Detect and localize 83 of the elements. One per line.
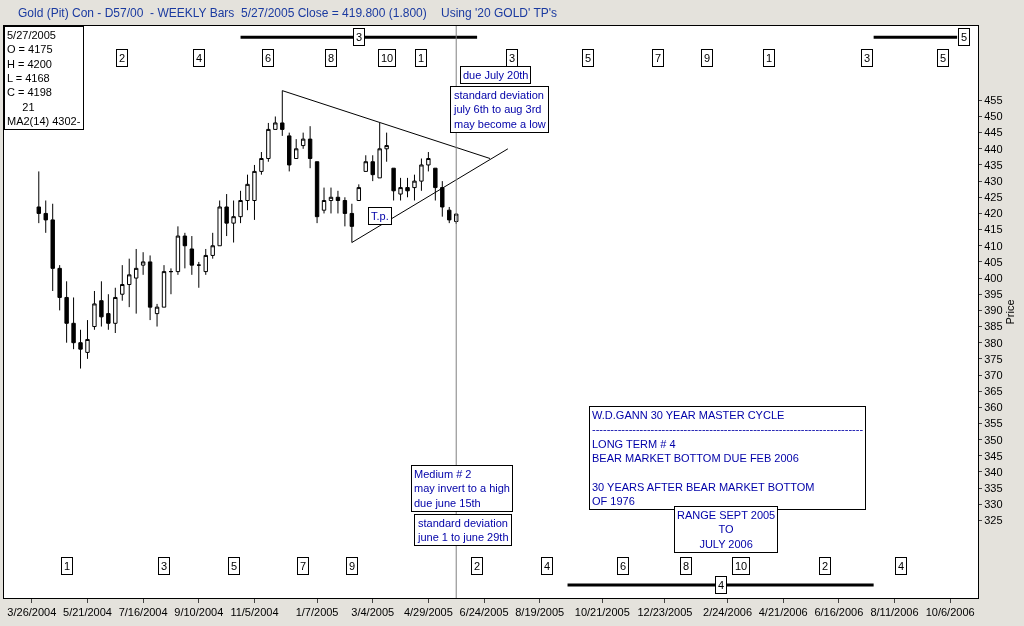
annotation: 4 — [196, 52, 203, 64]
annotation: 3 — [864, 52, 871, 64]
annotation: 7 — [655, 52, 662, 64]
x-tick-label: 11/5/2004 — [230, 606, 279, 619]
y-tick-label: 365 — [984, 385, 1003, 398]
annotation: RANGE SEPT 2005 TO JULY 2006 — [677, 509, 776, 550]
x-tick-label: 3/26/2004 — [7, 606, 57, 619]
y-axis-title: Price — [1003, 299, 1016, 325]
annotation: 5 — [940, 52, 947, 64]
annotation: standard deviation july 6th to aug 3rd may become a low — [453, 89, 546, 130]
y-tick-label: 415 — [984, 223, 1003, 236]
annotation: T.p. — [371, 210, 389, 222]
annotation: 1 — [766, 52, 773, 64]
annotation: 8 — [328, 52, 335, 64]
y-tick-label: 340 — [984, 465, 1003, 478]
annotation: 9 — [704, 52, 711, 64]
y-tick-label: 395 — [984, 288, 1003, 301]
y-tick-label: 440 — [984, 142, 1003, 155]
y-tick-label: 350 — [984, 433, 1003, 446]
x-tick-label: 6/24/2005 — [459, 606, 509, 619]
x-tick-label: 8/19/2005 — [515, 606, 565, 619]
y-tick-label: 360 — [984, 401, 1003, 414]
y-tick-label: 435 — [984, 158, 1003, 171]
x-tick-label: 10/6/2006 — [925, 606, 975, 619]
x-tick-label: 4/21/2006 — [758, 606, 808, 619]
chart-subtitle: Using '20 GOLD' TP's — [441, 6, 558, 20]
annotation: 2 — [474, 560, 481, 572]
y-tick-label: 355 — [984, 417, 1003, 430]
text: W.D.GANN 30 YEAR MASTER CYCLE -------------------------------------------------------------------------- LONG TERM # 4 BEAR MARKET BOTTOM DUE FEB 2006 30 YEARS AFTER BEAR MARKET BOTTOM OF 1976 — [592, 409, 864, 507]
annotation: standard deviation june 1 to june 29th — [417, 517, 509, 544]
y-tick-label: 405 — [984, 255, 1003, 268]
y-tick-label: 390 — [984, 304, 1003, 317]
annotation: 10 — [381, 52, 394, 64]
annotation: due July 20th — [463, 69, 529, 81]
annotation: 2 — [119, 52, 126, 64]
y-tick-label: 380 — [984, 336, 1003, 349]
y-tick-label: 370 — [984, 368, 1003, 381]
x-tick-label: 2/24/2006 — [703, 606, 753, 619]
annotation: 1 — [64, 560, 71, 572]
annotation: 4 — [544, 560, 551, 572]
annotation: 6 — [620, 560, 627, 572]
y-tick-label: 445 — [984, 126, 1003, 139]
y-tick-label: 330 — [984, 498, 1003, 511]
annotation: 2 — [822, 560, 829, 572]
annotation: Medium # 2 may invert to a high due june 15th — [414, 468, 510, 509]
chart-title: Gold (Pit) Con - D57/00 - WEEKLY Bars 5/27/2005 Close = 419.800 (1.800) — [18, 6, 427, 20]
x-tick-label: 1/7/2005 — [295, 606, 339, 619]
annotation: 3 — [509, 52, 516, 64]
annotation: 4 — [898, 560, 905, 572]
x-tick-label: 10/21/2005 — [574, 606, 630, 619]
y-tick-label: 400 — [984, 271, 1003, 284]
y-tick-label: 425 — [984, 191, 1003, 204]
annotation: 4 — [718, 579, 725, 591]
x-tick-label: 3/4/2005 — [351, 606, 395, 619]
annotation: 10 — [735, 560, 748, 572]
x-tick-label: 6/16/2006 — [814, 606, 864, 619]
annotation: 8 — [683, 560, 690, 572]
y-tick-label: 410 — [984, 239, 1003, 252]
x-tick-label: 8/11/2006 — [870, 606, 919, 619]
annotation: 6 — [265, 52, 272, 64]
annotation: 5/27/2005 O = 4175 H = 4200 L = 4168 C = 4198 21 MA2(14) 4302- — [7, 29, 81, 127]
x-tick-label: 9/10/2004 — [174, 606, 224, 619]
y-tick-label: 455 — [984, 94, 1003, 107]
annotation: 5 — [961, 31, 968, 43]
y-tick-label: 325 — [984, 514, 1003, 527]
y-tick-label: 335 — [984, 481, 1003, 494]
x-tick-label: 5/21/2004 — [63, 606, 112, 619]
annotation: 7 — [300, 560, 307, 572]
y-tick-label: 385 — [984, 320, 1003, 333]
y-tick-label: 450 — [984, 110, 1003, 123]
annotation: 5 — [231, 560, 238, 572]
y-tick-label: 420 — [984, 207, 1003, 220]
y-tick-label: 345 — [984, 449, 1003, 462]
x-tick-label: 12/23/2005 — [637, 606, 693, 619]
y-tick-label: 375 — [984, 352, 1003, 365]
annotation: 5 — [585, 52, 592, 64]
x-tick-label: 7/16/2004 — [118, 606, 168, 619]
annotation: 1 — [418, 52, 425, 64]
annotation: 9 — [349, 560, 356, 572]
annotation: 3 — [161, 560, 168, 572]
annotation: 3 — [356, 31, 363, 43]
y-tick-label: 430 — [984, 174, 1003, 187]
x-tick-label: 4/29/2005 — [403, 606, 453, 619]
